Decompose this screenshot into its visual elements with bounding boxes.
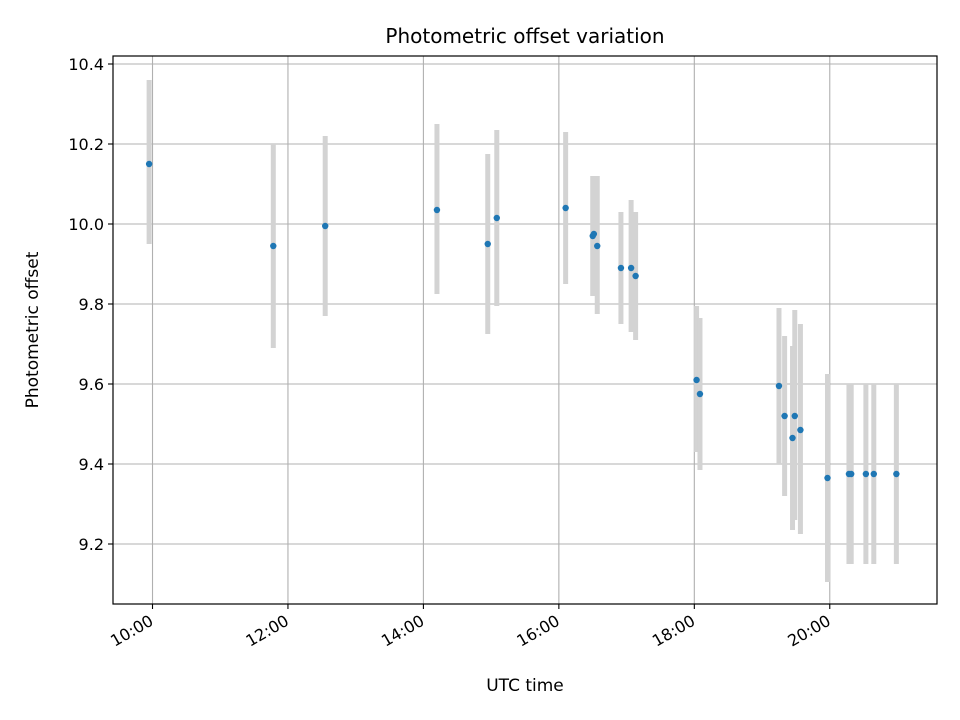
data-point (791, 412, 798, 420)
data-point (824, 474, 831, 482)
data-point (693, 376, 700, 384)
data-point (145, 160, 153, 168)
y-tick-label: 9.8 (79, 295, 104, 314)
data-point (594, 242, 601, 250)
data-point (493, 214, 500, 222)
y-tick-label: 9.4 (79, 455, 104, 474)
data-point (590, 230, 598, 238)
data-point (627, 264, 635, 272)
y-tick-label: 9.2 (79, 535, 104, 554)
data-point (893, 470, 900, 478)
data-point (433, 206, 441, 214)
y-axis-label: Photometric offset (23, 251, 43, 408)
data-point (848, 470, 855, 478)
chart-title: Photometric offset variation (385, 24, 664, 48)
data-point (775, 382, 783, 390)
x-axis-label: UTC time (486, 676, 564, 696)
y-tick-label: 9.6 (79, 375, 104, 394)
data-point (632, 272, 639, 280)
data-point (781, 412, 788, 420)
plot-frame (112, 55, 938, 605)
data-point (862, 470, 870, 478)
data-point (484, 240, 491, 248)
data-point (322, 222, 329, 230)
data-point (270, 242, 277, 250)
data-point (617, 264, 625, 272)
data-point (562, 204, 569, 212)
grid (113, 56, 937, 604)
data-point (789, 434, 796, 442)
y-tick-label: 10.0 (68, 215, 104, 234)
data-point (797, 426, 804, 434)
y-tick-label: 10.4 (68, 55, 104, 74)
data-points (145, 160, 900, 482)
y-tick-label: 10.2 (68, 135, 104, 154)
data-point (696, 390, 704, 398)
y-axis-ticks: 9.2 9.4 9.6 9.8 10.0 10.2 10.4 (68, 55, 113, 554)
data-point (870, 470, 877, 478)
